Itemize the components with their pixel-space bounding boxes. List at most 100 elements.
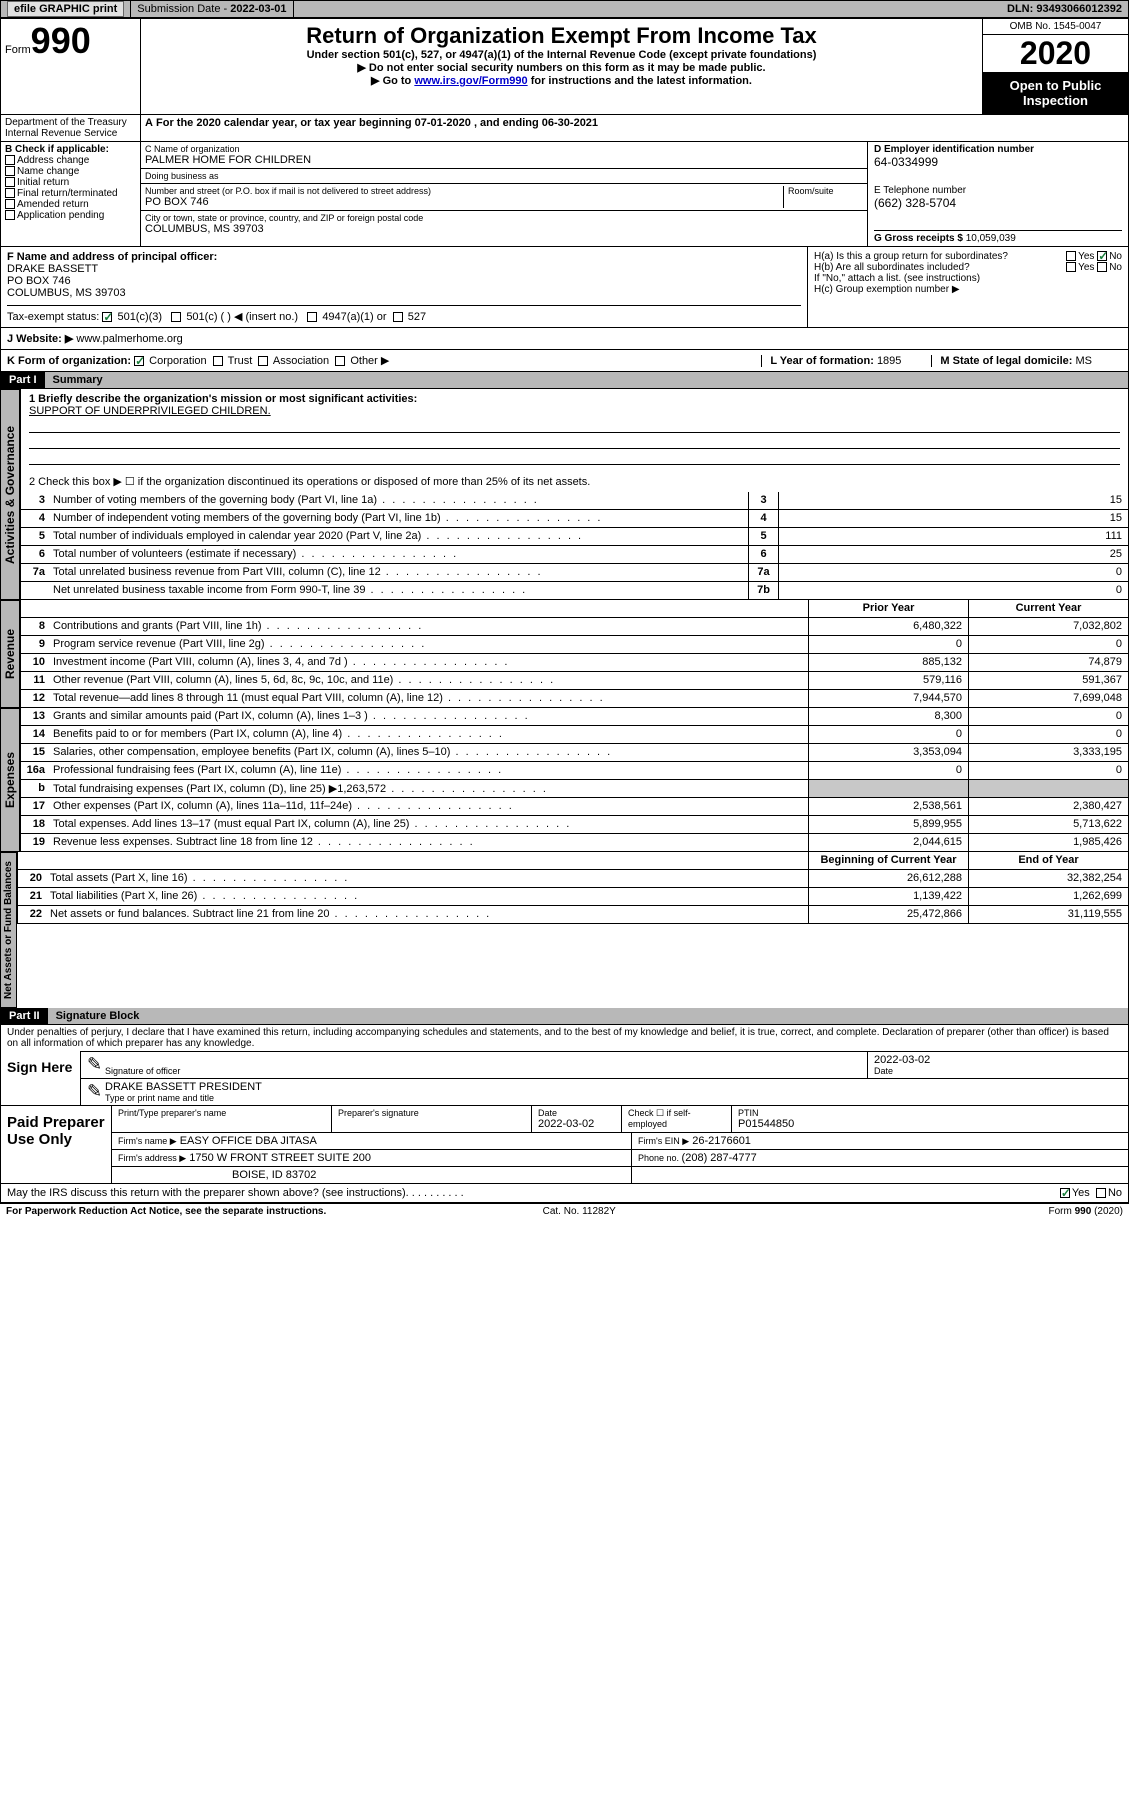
website: www.palmerhome.org	[76, 333, 182, 345]
pra-notice: For Paperwork Reduction Act Notice, see …	[6, 1206, 326, 1217]
tab-expenses: Expenses	[0, 708, 20, 852]
summary-row: Net unrelated business taxable income fr…	[20, 582, 1128, 600]
box-k-l-m: K Form of organization: Corporation Trus…	[0, 350, 1129, 372]
ptin: P01544850	[738, 1118, 1122, 1130]
signature-block: Under penalties of perjury, I declare th…	[0, 1025, 1129, 1106]
section-netassets: Net Assets or Fund Balances Beginning of…	[0, 852, 1129, 1008]
amount-row: bTotal fundraising expenses (Part IX, co…	[20, 780, 1128, 798]
year-formation: 1895	[877, 355, 901, 367]
tax-period: A For the 2020 calendar year, or tax yea…	[141, 115, 1128, 141]
paid-preparer-block: Paid Preparer Use Only Print/Type prepar…	[0, 1106, 1129, 1184]
entity-block: B Check if applicable: Address change Na…	[0, 142, 1129, 247]
checkbox-trust[interactable]	[213, 356, 223, 366]
perjury-declaration: Under penalties of perjury, I declare th…	[1, 1025, 1128, 1051]
checkbox-name-change[interactable]	[5, 166, 15, 176]
box-c: C Name of organization PALMER HOME FOR C…	[141, 142, 868, 246]
firm-ein: 26-2176601	[692, 1135, 751, 1147]
checkbox-527[interactable]	[393, 312, 403, 322]
submission-date: Submission Date - 2022-03-01	[131, 1, 293, 17]
amount-row: 20Total assets (Part X, line 16)26,612,2…	[17, 870, 1128, 888]
firm-phone: (208) 287-4777	[682, 1152, 757, 1164]
omb-number: OMB No. 1545-0047	[983, 19, 1128, 35]
street-address: PO BOX 746	[145, 196, 783, 208]
form-header: Form990 Return of Organization Exempt Fr…	[0, 18, 1129, 115]
section-revenue: Revenue Prior Year Current Year 8Contrib…	[0, 600, 1129, 708]
amount-row: 12Total revenue—add lines 8 through 11 (…	[20, 690, 1128, 708]
section-expenses: Expenses 13Grants and similar amounts pa…	[0, 708, 1129, 852]
officer-name: DRAKE BASSETT	[7, 263, 801, 275]
netassets-header: Beginning of Current Year End of Year	[17, 852, 1128, 870]
amount-row: 8Contributions and grants (Part VIII, li…	[20, 618, 1128, 636]
form-id: Form 990 (2020)	[1049, 1206, 1123, 1217]
officer-name-title: DRAKE BASSETT PRESIDENTType or print nam…	[99, 1079, 1128, 1105]
box-d-e-g: D Employer identification number 64-0334…	[868, 142, 1128, 246]
summary-row: 3Number of voting members of the governi…	[20, 492, 1128, 510]
sign-date: 2022-03-02Date	[868, 1052, 1128, 1078]
summary-row: 7aTotal unrelated business revenue from …	[20, 564, 1128, 582]
checkbox-ha-yes[interactable]	[1066, 251, 1076, 261]
public-inspection: Open to Public Inspection	[983, 72, 1128, 114]
title-cell: Return of Organization Exempt From Incom…	[141, 19, 983, 114]
checkbox-other[interactable]	[335, 356, 345, 366]
part1-header: Part I Summary	[0, 372, 1129, 389]
tab-netassets: Net Assets or Fund Balances	[0, 852, 17, 1008]
summary-row: 6Total number of volunteers (estimate if…	[20, 546, 1128, 564]
checkbox-501c[interactable]	[171, 312, 181, 322]
amount-row: 17Other expenses (Part IX, column (A), l…	[20, 798, 1128, 816]
checkbox-501c3[interactable]	[102, 312, 112, 322]
checkbox-4947[interactable]	[307, 312, 317, 322]
checkbox-discuss-no[interactable]	[1096, 1188, 1106, 1198]
amount-row: 9Program service revenue (Part VIII, lin…	[20, 636, 1128, 654]
checkbox-application-pending[interactable]	[5, 210, 15, 220]
box-f: F Name and address of principal officer:…	[1, 247, 808, 327]
checkbox-hb-no[interactable]	[1097, 262, 1107, 272]
line-1: 1 Briefly describe the organization's mi…	[20, 389, 1128, 471]
amount-row: 18Total expenses. Add lines 13–17 (must …	[20, 816, 1128, 834]
checkbox-discuss-yes[interactable]	[1060, 1188, 1070, 1198]
cat-no: Cat. No. 11282Y	[543, 1206, 616, 1217]
amount-row: 16aProfessional fundraising fees (Part I…	[20, 762, 1128, 780]
form-title: Return of Organization Exempt From Incom…	[145, 23, 978, 49]
tab-activities: Activities & Governance	[0, 389, 20, 600]
officer-signature-field[interactable]: Signature of officer	[99, 1052, 868, 1078]
amount-row: 13Grants and similar amounts paid (Part …	[20, 708, 1128, 726]
section-activities: Activities & Governance 1 Briefly descri…	[0, 389, 1129, 600]
org-name: PALMER HOME FOR CHILDREN	[145, 154, 863, 166]
sign-here-label: Sign Here	[1, 1051, 81, 1105]
amount-row: 11Other revenue (Part VIII, column (A), …	[20, 672, 1128, 690]
discuss-row: May the IRS discuss this return with the…	[0, 1184, 1129, 1203]
checkbox-final-return[interactable]	[5, 188, 15, 198]
form-number-cell: Form990	[1, 19, 141, 114]
checkbox-hb-yes[interactable]	[1066, 262, 1076, 272]
revenue-header: Prior Year Current Year	[20, 600, 1128, 618]
department: Department of the TreasuryInternal Reven…	[1, 115, 141, 141]
subtitle-1: Under section 501(c), 527, or 4947(a)(1)…	[145, 49, 978, 61]
checkbox-corp[interactable]	[134, 356, 144, 366]
instructions-link[interactable]: www.irs.gov/Form990	[414, 75, 527, 87]
checkbox-address-change[interactable]	[5, 155, 15, 165]
telephone: (662) 328-5704	[874, 196, 1122, 210]
checkbox-amended-return[interactable]	[5, 199, 15, 209]
amount-row: 15Salaries, other compensation, employee…	[20, 744, 1128, 762]
part2-header: Part II Signature Block	[0, 1008, 1129, 1025]
tab-revenue: Revenue	[0, 600, 20, 708]
box-j: J Website: ▶ www.palmerhome.org	[0, 328, 1129, 350]
efile-button[interactable]: efile GRAPHIC print	[7, 1, 124, 17]
dept-period-row: Department of the TreasuryInternal Reven…	[0, 115, 1129, 142]
firm-address: 1750 W FRONT STREET SUITE 200	[189, 1152, 371, 1164]
subtitle-2: Do not enter social security numbers on …	[145, 61, 978, 74]
pen-icon: ✎	[81, 1052, 99, 1078]
amount-row: 19Revenue less expenses. Subtract line 1…	[20, 834, 1128, 852]
amount-row: 21Total liabilities (Part X, line 26)1,1…	[17, 888, 1128, 906]
firm-name: EASY OFFICE DBA JITASA	[180, 1135, 317, 1147]
box-b: B Check if applicable: Address change Na…	[1, 142, 141, 246]
amount-row: 14Benefits paid to or for members (Part …	[20, 726, 1128, 744]
tax-year: 2020	[983, 35, 1128, 72]
officer-group-block: F Name and address of principal officer:…	[0, 247, 1129, 328]
footer: For Paperwork Reduction Act Notice, see …	[0, 1203, 1129, 1219]
city-state-zip: COLUMBUS, MS 39703	[145, 223, 863, 235]
checkbox-initial-return[interactable]	[5, 177, 15, 187]
dln: DLN: 93493066012392	[1001, 1, 1128, 17]
checkbox-assoc[interactable]	[258, 356, 268, 366]
checkbox-ha-no[interactable]	[1097, 251, 1107, 261]
